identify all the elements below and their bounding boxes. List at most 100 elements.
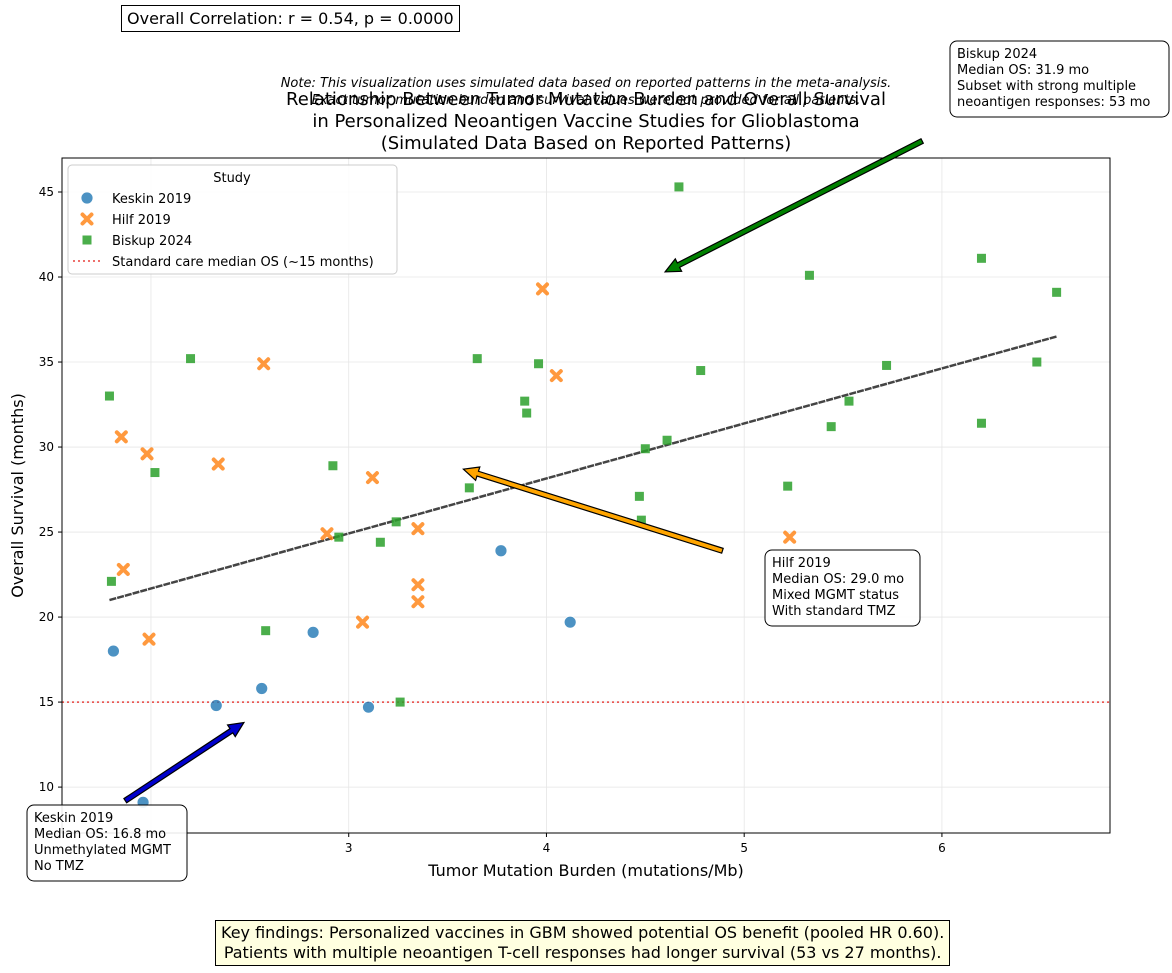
title-line-3: (Simulated Data Based on Reported Patter… <box>380 133 792 154</box>
point-hilf-2019 <box>411 578 425 592</box>
y-axis-label: Overall Survival (months) <box>8 393 27 598</box>
simulation-note: Note: This visualization uses simulated … <box>0 75 1172 109</box>
point-biskup-2024 <box>520 396 530 406</box>
point-hilf-2019-stroke <box>257 357 271 371</box>
point-hilf-2019-stroke <box>142 632 156 646</box>
annotation-arrow <box>123 721 246 804</box>
point-hilf-2019-stroke <box>365 471 379 485</box>
legend-entry: Hilf 2019 <box>112 213 171 228</box>
point-keskin-2019 <box>306 625 320 639</box>
point-biskup-2024 <box>640 444 650 454</box>
point-hilf-2019 <box>356 615 370 629</box>
point-biskup-2024 <box>334 532 344 542</box>
point-hilf-2019 <box>114 430 128 444</box>
x-tick-label: 5 <box>740 841 748 855</box>
point-hilf-2019-stroke <box>140 447 154 461</box>
data-points <box>104 182 1062 809</box>
point-hilf-2019 <box>257 357 271 371</box>
y-tick-label: 35 <box>39 355 54 369</box>
legend-marker <box>80 191 94 205</box>
legend-title: Study <box>213 171 251 186</box>
point-biskup-2024 <box>150 468 160 478</box>
annotation-text: Median OS: 29.0 mo <box>772 572 904 587</box>
annotation-box <box>764 549 921 627</box>
point-biskup-2024 <box>804 270 814 280</box>
point-hilf-2019 <box>411 595 425 609</box>
point-hilf-2019-stroke <box>783 530 797 544</box>
annotation-text: Median OS: 31.9 mo <box>957 63 1089 78</box>
legend-marker <box>80 212 94 226</box>
point-biskup-2024 <box>186 354 196 364</box>
y-tick-label: 30 <box>39 440 54 454</box>
x-tick-label: 6 <box>938 841 946 855</box>
point-hilf-2019-stroke <box>411 578 425 592</box>
annotation-text: Unmethylated MGMT <box>34 843 171 858</box>
point-biskup-2024 <box>1052 287 1062 297</box>
annotation-text: neoantigen responses: 53 mo <box>957 95 1150 110</box>
title-line-2: in Personalized Neoantigen Vaccine Studi… <box>312 111 860 132</box>
annotation-text: Subset with strong multiple <box>957 79 1136 94</box>
annotation-text: Keskin 2019 <box>34 811 113 826</box>
point-hilf-2019 <box>320 527 334 541</box>
point-biskup-2024 <box>662 435 672 445</box>
point-hilf-2019-stroke <box>116 562 130 576</box>
point-hilf-2019-stroke <box>211 457 225 471</box>
annotation-text: With standard TMZ <box>772 604 896 619</box>
point-biskup-2024 <box>844 396 854 406</box>
title-line-1: Relationship Between Tumor Mutation Burd… <box>286 89 886 110</box>
point-biskup-2024 <box>328 461 338 471</box>
point-biskup-2024 <box>464 483 474 493</box>
legend-marker-stroke <box>80 212 94 226</box>
point-biskup-2024 <box>696 366 706 376</box>
y-tick-label: 45 <box>39 185 54 199</box>
point-keskin-2019 <box>209 699 223 712</box>
note-line-1: Note: This visualization uses simulated … <box>280 76 892 91</box>
annotation-text: Biskup 2024 <box>957 47 1037 62</box>
point-hilf-2019-stroke <box>549 369 563 383</box>
annotation-arrow <box>663 137 925 273</box>
point-biskup-2024 <box>636 515 646 525</box>
annotation-text: No TMZ <box>34 859 84 874</box>
x-tick-label: 3 <box>345 841 353 855</box>
point-hilf-2019 <box>549 369 563 383</box>
annotation-arrow <box>462 466 724 554</box>
annotation-text: Median OS: 16.8 mo <box>34 827 166 842</box>
point-biskup-2024 <box>395 697 405 707</box>
point-biskup-2024 <box>104 391 114 401</box>
legend-entry: Biskup 2024 <box>112 234 192 249</box>
key-findings-line-2: Patients with multiple neoantigen T-cell… <box>223 943 942 962</box>
annotation-text: Hilf 2019 <box>772 556 831 571</box>
point-hilf-2019-stroke <box>320 527 334 541</box>
point-biskup-2024 <box>976 418 986 428</box>
point-keskin-2019 <box>107 644 120 658</box>
point-hilf-2019 <box>411 522 425 536</box>
note-line-2: Exact tumor mutation burden and survival… <box>311 93 861 108</box>
point-hilf-2019-stroke <box>411 522 425 536</box>
y-tick-label: 20 <box>39 610 54 624</box>
chart-title: Relationship Between Tumor Mutation Burd… <box>0 89 1172 155</box>
point-biskup-2024 <box>882 360 892 370</box>
legend-marker <box>82 235 92 245</box>
point-keskin-2019 <box>494 544 508 558</box>
point-hilf-2019-stroke <box>356 615 370 629</box>
x-axis-label: Tumor Mutation Burden (mutations/Mb) <box>427 861 744 880</box>
legend: Study Keskin 2019 Hilf 2019 Biskup 2024 Stan… <box>67 164 398 275</box>
point-hilf-2019-stroke <box>114 430 128 444</box>
point-hilf-2019 <box>116 562 130 576</box>
point-hilf-2019 <box>535 282 549 296</box>
key-findings-line-1: Key findings: Personalized vaccines in G… <box>221 923 945 942</box>
point-biskup-2024 <box>375 537 385 547</box>
trend-line <box>109 335 1057 602</box>
y-tick-label: 40 <box>39 270 54 284</box>
point-biskup-2024 <box>674 182 684 192</box>
legend-frame <box>67 164 398 275</box>
legend-entry: Standard care median OS (~15 months) <box>112 255 374 270</box>
point-keskin-2019 <box>255 682 269 695</box>
point-biskup-2024 <box>522 408 532 418</box>
point-hilf-2019 <box>211 457 225 471</box>
point-hilf-2019 <box>140 447 154 461</box>
y-tick-label: 10 <box>39 780 54 794</box>
